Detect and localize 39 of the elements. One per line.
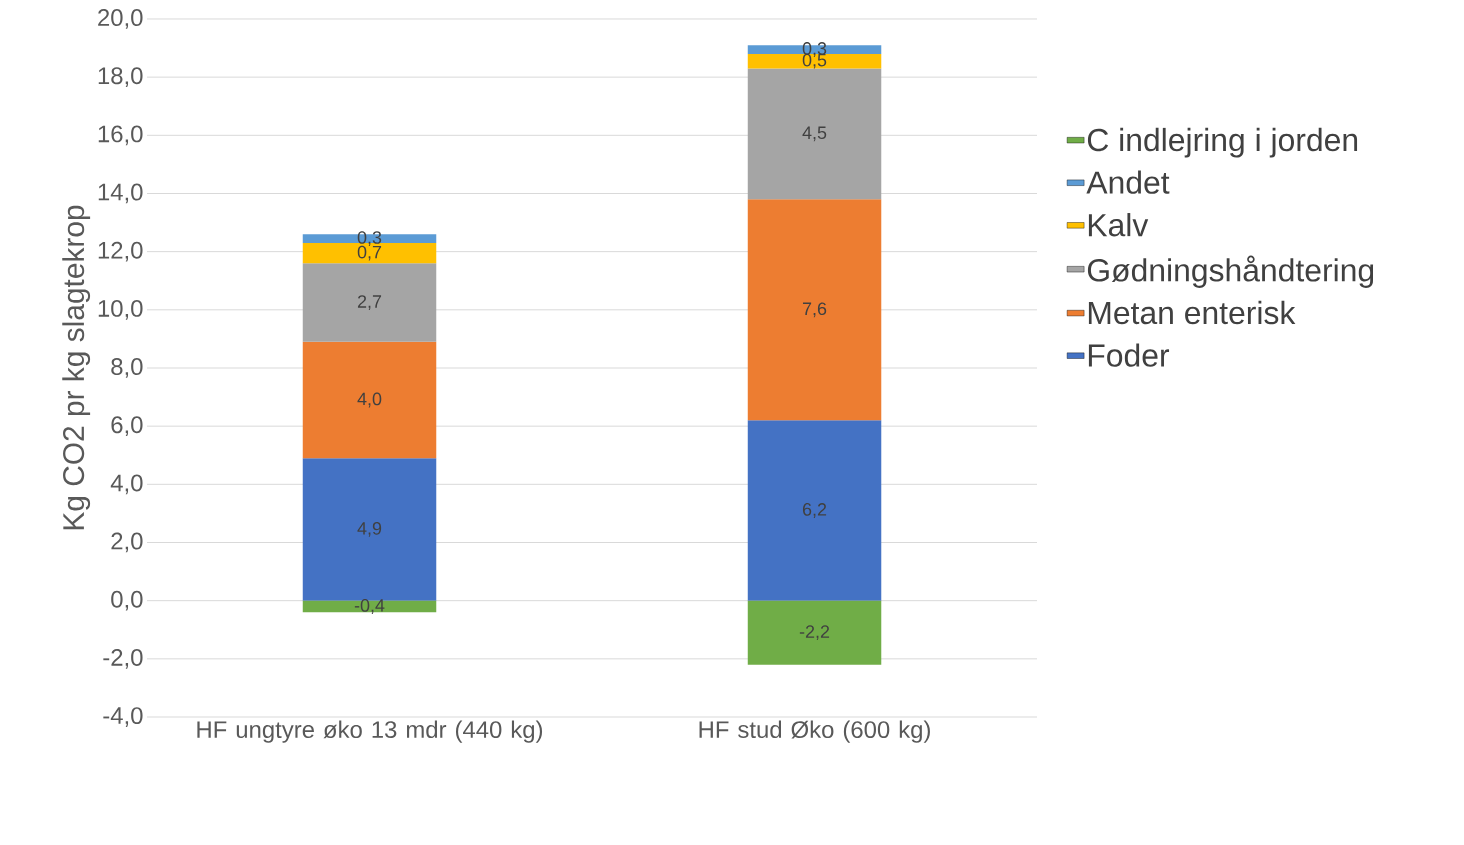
data-label: -2,2	[799, 625, 830, 641]
x-tick-label: HF stud Øko (600 kg)	[699, 720, 930, 743]
y-tick-label: 6,0	[111, 416, 143, 437]
bar	[747, 600, 882, 665]
x-tick-label: HF ungtyre øko 13 mdr (440 kg)	[197, 720, 543, 743]
y-tick-label: 2,0	[111, 532, 143, 553]
y-tick-label: 12,0	[98, 241, 143, 262]
y-tick-label: 8,0	[111, 358, 143, 378]
bar	[302, 458, 437, 601]
data-label: 2,7	[357, 295, 382, 310]
data-label: 4,0	[357, 392, 382, 408]
legend-label: Kalv	[1088, 213, 1149, 237]
y-tick-label: 16,0	[98, 125, 143, 146]
y-tick-label: 14,0	[98, 183, 143, 204]
y-tick-label: 20,0	[98, 9, 143, 29]
legend-label: Foder	[1088, 343, 1170, 367]
data-label: 6,2	[802, 503, 827, 518]
y-tick-label: -2,0	[103, 648, 143, 669]
legend-label: Andet	[1086, 170, 1170, 194]
y-tick-label: 0,0	[111, 590, 143, 611]
data-label: 4,5	[802, 126, 827, 142]
legend-label: Metan enterisk	[1088, 300, 1296, 325]
y-tick-label: 10,0	[98, 299, 143, 320]
data-label: 4,9	[357, 521, 382, 537]
data-label: 7,6	[802, 302, 827, 318]
y-axis-title: Kg CO2 pr kg slagtekrop	[62, 205, 91, 530]
bar	[747, 68, 882, 200]
data-label: -0,4	[354, 599, 385, 614]
data-label: 0,7	[357, 245, 382, 261]
bar	[302, 341, 437, 459]
bar	[302, 263, 437, 342]
y-tick-label: 18,0	[98, 67, 143, 88]
bar	[747, 199, 882, 421]
legend-label: Gødningshåndtering	[1087, 255, 1374, 288]
data-label: 0,3	[357, 231, 382, 246]
y-tick-label: -4,0	[103, 707, 143, 727]
legend-label: C indlejring i jorden	[1087, 127, 1358, 158]
y-tick-label: 4,0	[110, 474, 143, 495]
bar	[747, 420, 882, 601]
